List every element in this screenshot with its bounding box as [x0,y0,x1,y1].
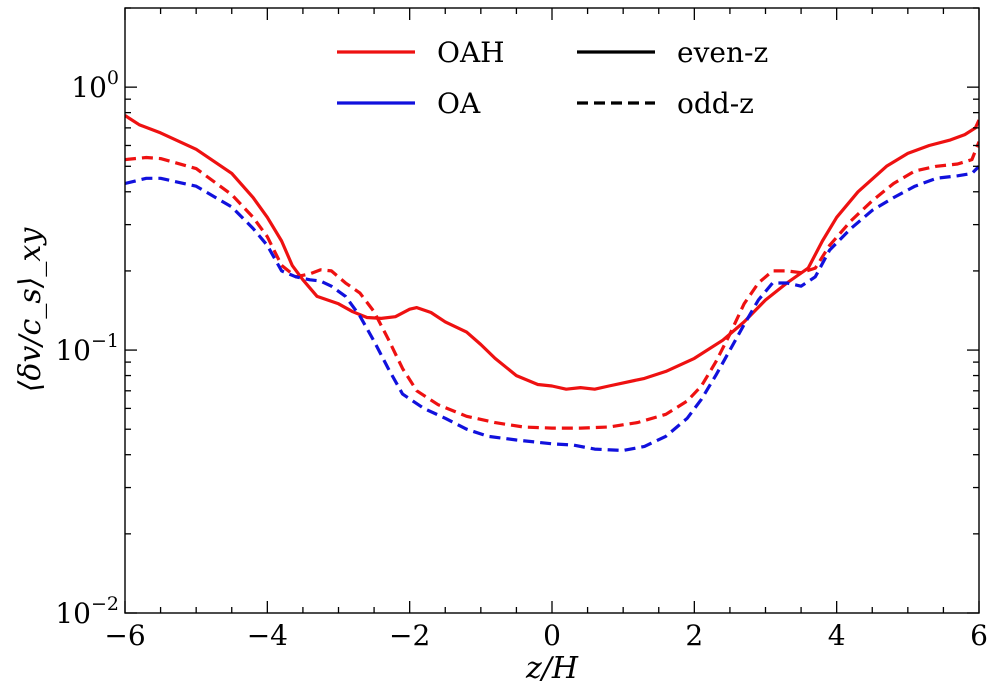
series-line-oah-odd-z [125,141,979,430]
x-tick-label: −2 [389,619,430,652]
series-line-oah-even-z [125,114,979,391]
series-line-oa-odd-z [125,165,979,453]
y-tick-label: 10−2 [55,593,119,630]
y-tick-label: 10−1 [55,330,119,367]
legend-label-even-z: even-z [677,36,768,69]
legend: OAH OA even-z odd-z [337,36,768,120]
y-axis-label: ⟨δv/c_s⟩_xy [13,227,48,393]
x-tick-label: 0 [543,619,561,652]
series-layer [125,114,979,453]
x-tick-label: 2 [685,619,703,652]
y-tick-label: 100 [71,67,119,104]
x-tick-label: −4 [247,619,288,652]
legend-label-oa: OA [437,87,481,120]
x-tick-label: −6 [104,619,145,652]
x-tick-label: 4 [828,619,846,652]
plot-frame [124,7,980,614]
labels-layer: z/H ⟨δv/c_s⟩_xy [13,227,579,686]
legend-label-oah: OAH [437,36,505,69]
x-axis-label: z/H [525,651,579,686]
x-tick-label: 6 [970,619,988,652]
ticks-layer: −6 −4 −2 0 2 4 6 10−2 10−1 100 [55,7,988,652]
legend-label-odd-z: odd-z [677,87,754,120]
